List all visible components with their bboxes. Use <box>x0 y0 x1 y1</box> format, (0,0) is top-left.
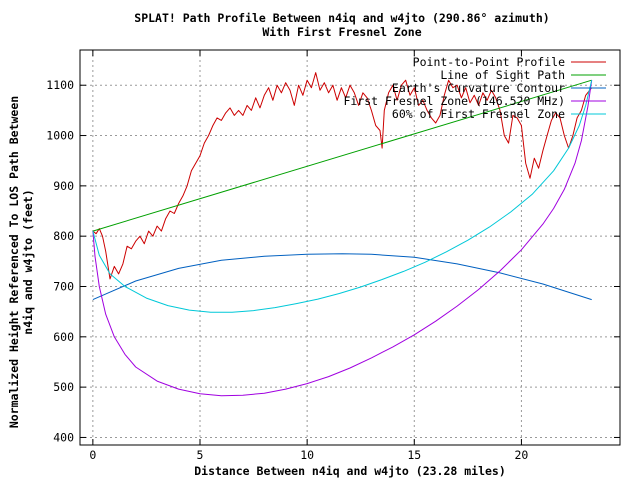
series-lines <box>92 72 593 397</box>
series-line-1 <box>92 79 592 232</box>
grid <box>80 50 620 445</box>
y-tick-label: 400 <box>53 430 74 444</box>
legend-label: 60% of First Fresnel Zone <box>392 107 565 121</box>
legend-label: Point-to-Point Profile <box>413 55 565 69</box>
legend-label: First Fresnel Zone (146.520 MHz) <box>343 94 565 108</box>
legend-label: Line of Sight Path <box>440 68 565 82</box>
chart-subtitle: With First Fresnel Zone <box>262 25 421 39</box>
y-tick-label: 700 <box>53 279 74 293</box>
y-tick-label: 500 <box>53 380 74 394</box>
series-line-3 <box>92 80 593 397</box>
y-tick-label: 800 <box>53 229 74 243</box>
series-line-2 <box>92 253 592 301</box>
x-tick-label: 20 <box>514 448 528 462</box>
x-tick-label: 0 <box>89 448 96 462</box>
legend-label: Earth's Curvature Contour <box>392 81 565 95</box>
series-line-0 <box>92 72 593 280</box>
x-tick-label: 5 <box>197 448 204 462</box>
y-tick-label: 600 <box>53 330 74 344</box>
y-tick-label: 1100 <box>46 78 74 92</box>
x-tick-label: 15 <box>407 448 421 462</box>
series-line-4 <box>92 80 593 313</box>
y-tick-label: 1000 <box>46 129 74 143</box>
chart-title: SPLAT! Path Profile Between n4iq and w4j… <box>134 11 549 25</box>
axes: 0 5 10 15 20 400 500 600 700 800 900 1000 1100 <box>46 50 620 462</box>
x-tick-label: 10 <box>300 448 314 462</box>
plot-frame <box>79 49 621 446</box>
y-axis-label-line1: Normalized Height Referenced To LOS Path… <box>7 96 21 428</box>
x-axis-label: Distance Between n4iq and w4jto (23.28 m… <box>194 464 506 478</box>
y-axis-label-line2: n4iq and w4jto (feet) <box>21 189 35 334</box>
y-tick-label: 900 <box>53 179 74 193</box>
